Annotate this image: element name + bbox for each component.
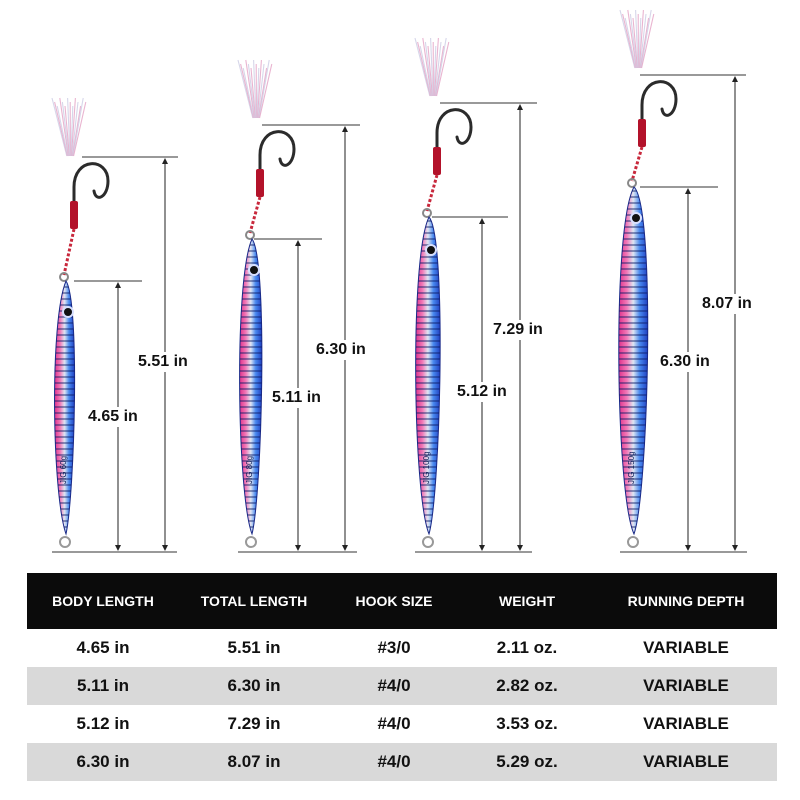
lure-print-text: JIG 80g [245,456,254,484]
body-length-label: 5.12 in [455,382,509,402]
assist-hook-icon [59,162,110,282]
table-row: 5.12 in 7.29 in #4/0 3.53 oz. VARIABLE [27,705,777,743]
total-length-label: 7.29 in [491,320,545,340]
fishing-lure-icon: JIG 100g [415,216,441,548]
table-row: 4.65 in 5.51 in #3/0 2.11 oz. VARIABLE [27,629,777,667]
fishing-lure-icon: JIG 80g [239,238,263,548]
header-running-depth: RUNNING DEPTH [595,573,777,629]
feather-skirt-icon [51,97,87,157]
header-total-length: TOTAL LENGTH [179,573,329,629]
body-length-label: 6.30 in [658,352,712,372]
cell-hook-size: #3/0 [377,638,411,657]
lure-print-text: JIG 100g [422,452,431,484]
specs-table: BODY LENGTH TOTAL LENGTH HOOK SIZE WEIGH… [27,573,777,781]
cell-total-length: 5.51 in [227,638,281,657]
cell-body-length: 5.12 in [76,714,130,733]
lure-drawings: JIG 60g JIG 80g JIG 100g JIG 150g [51,9,747,553]
body-length-label: 5.11 in [270,388,323,408]
cell-total-length: 6.30 in [179,667,329,705]
table-header-row: BODY LENGTH TOTAL LENGTH HOOK SIZE WEIGH… [27,573,777,629]
cell-weight: 3.53 oz. [496,714,558,733]
header-body-length: BODY LENGTH [27,573,179,629]
lure-1: JIG 60g [51,97,110,548]
lure-4: JIG 150g [618,9,678,548]
cell-running-depth: VARIABLE [643,638,729,657]
cell-total-length: 8.07 in [179,743,329,781]
cell-body-length: 4.65 in [76,638,130,657]
table-row: 5.11 in 6.30 in #4/0 2.82 oz. VARIABLE [27,667,777,705]
cell-running-depth: VARIABLE [595,743,777,781]
feather-skirt-icon [619,9,655,69]
cell-body-length: 6.30 in [27,743,179,781]
fishing-lure-icon: JIG 150g [618,186,649,548]
cell-total-length: 7.29 in [227,714,281,733]
lure-size-illustration: JIG 60g JIG 80g JIG 100g JIG 150g 5.51 in 4.… [51,9,754,553]
cell-hook-size: #4/0 [377,714,411,733]
body-length-label: 4.65 in [86,407,140,427]
cell-body-length: 5.11 in [27,667,179,705]
assist-hook-icon [245,130,296,240]
cell-hook-size: #4/0 [329,667,459,705]
cell-running-depth: VARIABLE [595,667,777,705]
assist-hook-icon [422,108,473,218]
total-length-label: 5.51 in [136,352,190,372]
feather-skirt-icon [237,59,273,119]
header-weight: WEIGHT [459,573,595,629]
lure-3: JIG 100g [414,37,473,548]
fishing-lure-icon: JIG 60g [54,279,76,548]
assist-hook-icon [627,80,678,188]
table-row: 6.30 in 8.07 in #4/0 5.29 oz. VARIABLE [27,743,777,781]
cell-weight: 2.82 oz. [459,667,595,705]
feather-skirt-icon [414,37,450,97]
lure-print-text: JIG 60g [59,456,68,484]
header-hook-size: HOOK SIZE [329,573,459,629]
lure-2: JIG 80g [237,59,296,548]
cell-weight: 2.11 oz. [496,638,558,657]
cell-running-depth: VARIABLE [643,714,729,733]
total-length-label: 8.07 in [700,294,754,314]
total-length-label: 6.30 in [314,340,368,360]
cell-hook-size: #4/0 [329,743,459,781]
lure-print-text: JIG 150g [627,452,636,484]
cell-weight: 5.29 oz. [459,743,595,781]
